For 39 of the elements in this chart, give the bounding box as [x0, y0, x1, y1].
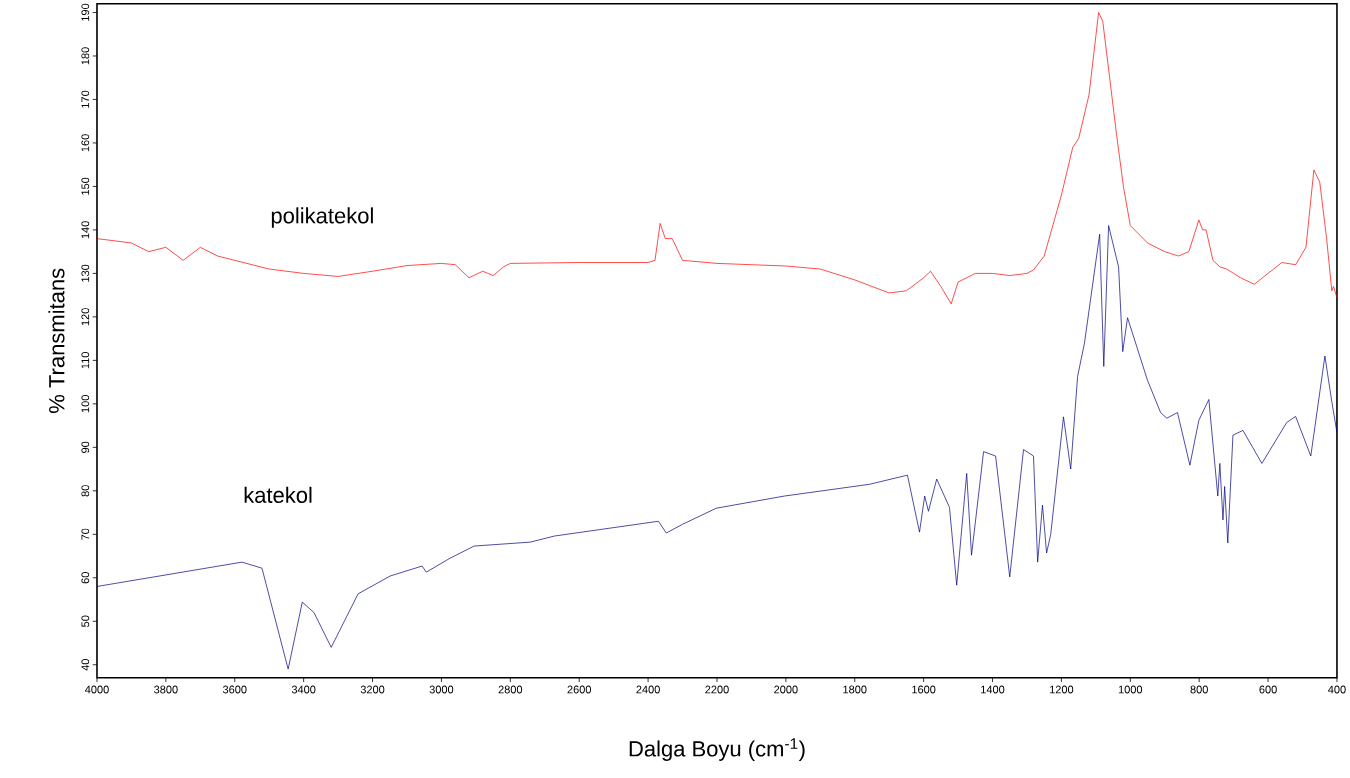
- x-tick-label: 2200: [705, 685, 729, 694]
- x-tick-label: 1200: [1050, 685, 1074, 694]
- text: katekol: [244, 486, 312, 504]
- y-tick-label: 120: [81, 308, 90, 326]
- x-tick-label: 3000: [429, 685, 454, 694]
- x-tick-label: 600: [1259, 685, 1277, 694]
- x-tick-label: 3800: [154, 685, 178, 694]
- y-tick-label: 50: [81, 615, 90, 628]
- x-tick-label: 1400: [981, 685, 1005, 694]
- x-tick-label: 2600: [567, 685, 591, 694]
- x-tick-label: 2800: [498, 685, 523, 694]
- x-tick-label: 1800: [843, 685, 867, 694]
- x-tick-label: 800: [1190, 685, 1208, 694]
- x-tick-label: 3600: [222, 685, 247, 694]
- x-tick-label: 3400: [291, 685, 316, 694]
- x-tick-label: 1600: [912, 685, 936, 694]
- y-tick-label: 160: [81, 134, 90, 152]
- y-tick-label: 150: [81, 177, 90, 195]
- y-tick-label: 170: [81, 90, 90, 108]
- y-tick-label: 110: [81, 352, 90, 369]
- y-axis-title: % Transmitans: [48, 268, 65, 414]
- y-tick-label: 140: [81, 221, 90, 239]
- x-tick-label: 3200: [360, 685, 385, 694]
- x-axis-title: Dalga Boyu (cm$^{-1}$): [629, 738, 805, 762]
- y-tick-label: 100: [81, 395, 90, 413]
- x-tick-label: 2400: [636, 685, 660, 694]
- y-tick-label: 80: [81, 485, 90, 497]
- x-tick-label: 1000: [1118, 685, 1143, 694]
- y-tick-label: 190: [81, 3, 90, 21]
- x-tick-label: 400: [1328, 685, 1346, 694]
- y-tick-label: 40: [81, 659, 90, 671]
- x-tick-label: 2000: [774, 685, 798, 694]
- series-label: polikatekol: [271, 207, 373, 228]
- y-tick-label: 60: [81, 572, 90, 584]
- y-tick-label: 90: [81, 441, 90, 454]
- y-tick-label: 180: [81, 47, 90, 65]
- y-tick-label: 70: [81, 528, 90, 540]
- x-tick-label: 4000: [85, 685, 109, 694]
- y-tick-label: 130: [81, 264, 90, 282]
